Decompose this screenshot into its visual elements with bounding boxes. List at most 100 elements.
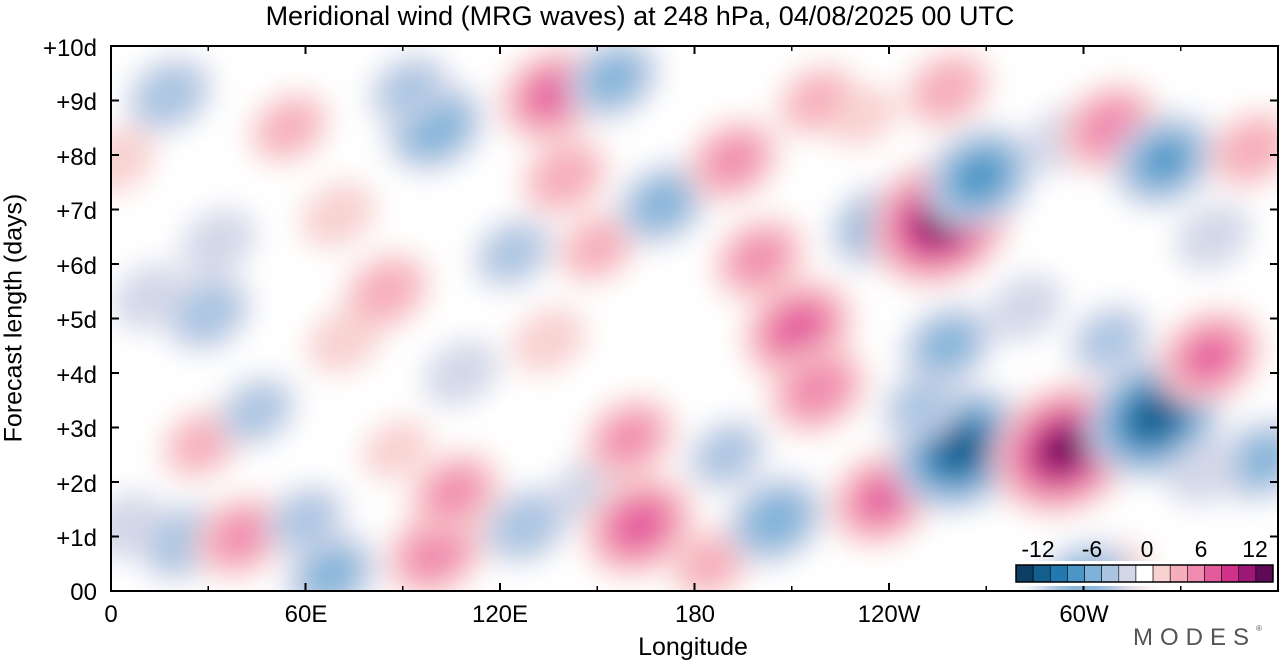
contour-band <box>300 182 376 248</box>
wind-anomaly-cell <box>362 419 431 480</box>
wind-anomaly-cell <box>112 263 188 330</box>
colorbar-swatch <box>1135 564 1154 583</box>
contour-band <box>407 527 463 578</box>
contour-band <box>278 496 333 545</box>
wind-anomaly-cell <box>1156 308 1264 405</box>
wind-anomaly-cell <box>1111 112 1218 209</box>
wind-anomaly-cell <box>342 252 431 331</box>
x-tick-label: 60W <box>1059 601 1109 628</box>
y-tick-label: +8d <box>56 144 97 171</box>
contour-band <box>1131 395 1178 438</box>
contour-band <box>355 263 418 320</box>
wind-anomaly-cell <box>615 162 709 247</box>
plot-frame <box>110 45 1279 592</box>
y-tick-label: +2d <box>56 471 97 498</box>
contour-band <box>894 381 949 430</box>
wind-anomaly-cell <box>712 216 807 301</box>
colorbar-swatch <box>1169 564 1188 583</box>
contour-band <box>1082 316 1137 365</box>
wind-anomaly-cell <box>556 211 638 284</box>
x-tick-label: 0 <box>104 601 118 628</box>
contour-band <box>1220 121 1278 178</box>
colorbar-swatch <box>1067 564 1085 583</box>
x-tick-label: 120W <box>857 601 921 628</box>
wind-anomaly-cell <box>582 396 677 481</box>
contour-band <box>710 139 757 182</box>
contour-band <box>954 153 1006 200</box>
contour-band <box>699 430 754 479</box>
wind-anomaly-cell <box>686 418 768 491</box>
contour-band <box>511 307 586 374</box>
y-tick-label: +9d <box>56 89 97 116</box>
x-tick-label: 60E <box>284 601 328 628</box>
wind-anomaly-cell <box>125 56 213 134</box>
field-shading <box>111 46 1278 591</box>
contour-band <box>111 127 155 194</box>
y-tick-label: +6d <box>56 253 97 280</box>
contour-band <box>606 417 654 460</box>
wind-anomaly-cell <box>423 340 499 406</box>
wind-anomaly-cell <box>1069 304 1150 377</box>
wind-anomaly-cell <box>767 344 868 435</box>
contour-band <box>262 103 317 152</box>
contour-band <box>1143 141 1186 180</box>
colorbar-swatch <box>1015 564 1034 583</box>
contour-band <box>987 274 1063 341</box>
colorbar-tick-label: 0 <box>1140 536 1154 562</box>
wind-anomaly-cell <box>987 274 1063 341</box>
contour-band <box>1166 438 1241 505</box>
colorbar-swatch <box>1101 564 1120 583</box>
wind-anomaly-cell <box>193 494 288 579</box>
wind-anomaly-cell <box>566 46 661 121</box>
contour-band <box>828 86 898 147</box>
x-tick-label: 120E <box>471 601 529 628</box>
wind-anomaly-cell <box>368 53 450 126</box>
colorbar-swatch <box>1238 564 1257 583</box>
colorbar-swatch <box>1152 564 1171 583</box>
colorbar-frame <box>1015 564 1274 583</box>
colorbar <box>1012 561 1277 586</box>
wind-anomaly-cell <box>472 217 554 290</box>
y-tick-label: +7d <box>56 198 97 225</box>
y-tick-label: +1d <box>56 525 97 552</box>
contour-band <box>138 67 201 123</box>
y-tick-label: +4d <box>56 362 97 389</box>
contour-band <box>112 263 188 330</box>
contour-band <box>494 497 558 554</box>
modes-logo: MODES® <box>1133 624 1262 652</box>
contour-band <box>570 223 625 272</box>
colorbar-swatch <box>1032 564 1051 583</box>
colorbar-tick-label: -12 <box>1021 536 1055 562</box>
contour-band <box>423 340 499 406</box>
colorbar-swatch <box>1187 564 1205 583</box>
wind-anomaly-cell <box>1166 438 1241 505</box>
wind-anomaly-cell <box>482 486 570 565</box>
contour-band <box>638 183 686 226</box>
contour-band <box>613 502 665 549</box>
contour-band <box>174 419 229 468</box>
contour-band <box>382 65 437 114</box>
contour-band <box>923 324 971 367</box>
y-tick-label: +3d <box>56 416 97 443</box>
contour-band <box>431 471 478 514</box>
contour-band <box>486 229 540 278</box>
contour-band <box>308 553 355 591</box>
colorbar-tick-label: 12 <box>1242 536 1268 562</box>
contour-band <box>533 148 596 205</box>
contour-band <box>362 419 431 480</box>
contour-band <box>1188 337 1232 376</box>
contour-field <box>111 46 1278 591</box>
colorbar-tick-label: 6 <box>1194 536 1208 562</box>
wind-anomaly-cell <box>521 137 609 216</box>
contour-band <box>683 539 738 588</box>
wind-anomaly-cell <box>725 475 826 566</box>
x-tick-label: 180 <box>674 601 716 628</box>
contour-band <box>747 495 804 546</box>
wind-anomaly-cell <box>828 86 898 147</box>
contour-band <box>590 57 637 100</box>
colorbar-swatch <box>1204 564 1222 583</box>
y-tick-label: 00 <box>70 579 97 606</box>
colorbar-tick-label: -6 <box>1081 536 1103 562</box>
wind-anomaly-cell <box>111 127 155 194</box>
